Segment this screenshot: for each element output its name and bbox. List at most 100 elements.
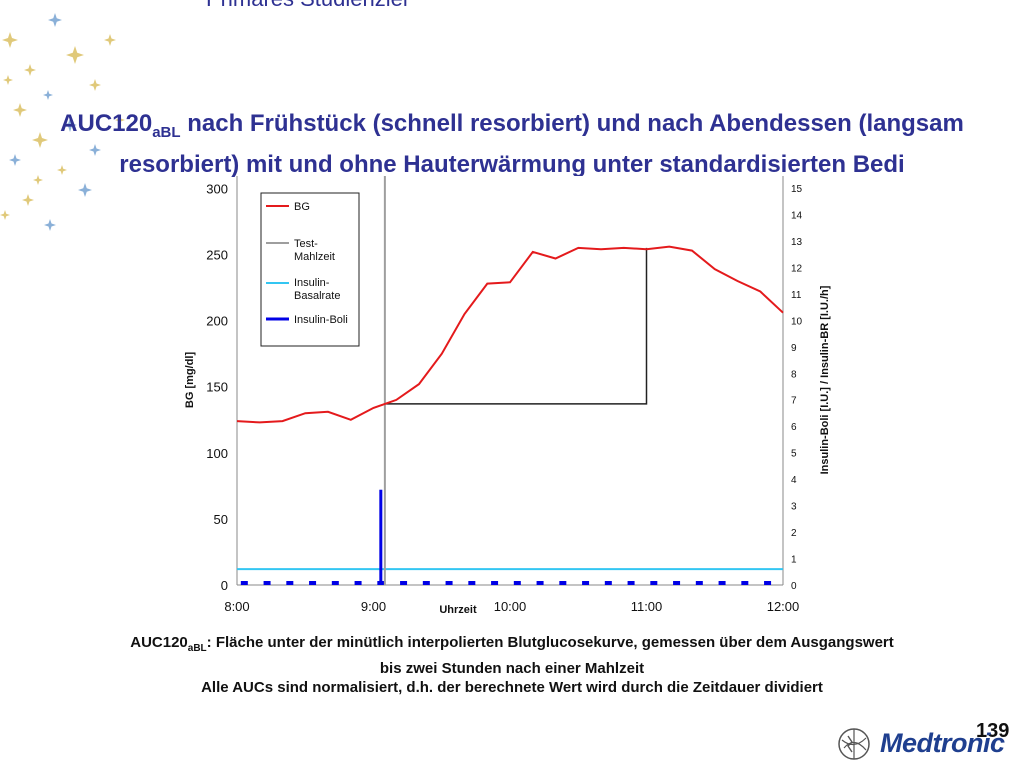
decorative-star-pattern xyxy=(0,13,125,231)
y2-tick-label: 12 xyxy=(791,263,803,274)
legend-insulin-basalrate: Insulin- Basalrate xyxy=(294,277,340,302)
y2-tick-label: 5 xyxy=(791,449,797,460)
y2-axis-label: Insulin-Boli [I.U.] / Insulin-BR [I.U./h… xyxy=(819,285,831,474)
slide-title: Primäres Studienziel xyxy=(206,0,408,12)
legend-test-mahlzeit: Test- Mahlzeit xyxy=(294,238,335,263)
medtronic-logo: Medtronic xyxy=(836,726,1020,762)
bolus-marker xyxy=(491,581,499,585)
bolus-marker xyxy=(559,581,567,585)
y2-tick-label: 3 xyxy=(791,502,797,513)
x-tick-label: 9:00 xyxy=(361,599,386,614)
legend-test-mahlzeit-line2: Mahlzeit xyxy=(294,251,335,263)
star-icon xyxy=(0,210,10,220)
bolus-bar xyxy=(379,489,383,585)
bolus-marker xyxy=(764,581,772,585)
legend-insulin-basalrate-line1: Insulin- xyxy=(294,277,330,289)
auc-region-outline xyxy=(384,247,648,405)
star-icon xyxy=(57,165,67,175)
y-tick-label: 250 xyxy=(206,248,228,263)
y2-tick-label: 7 xyxy=(791,396,797,407)
bolus-marker xyxy=(536,581,544,585)
y-axis-label: BG [mg/dl] xyxy=(184,352,196,409)
star-icon xyxy=(22,194,34,206)
bolus-marker xyxy=(331,581,339,585)
y2-tick-label: 10 xyxy=(791,316,803,327)
y2-tick-label: 15 xyxy=(791,184,803,195)
star-icon xyxy=(78,183,92,197)
y2-tick-label: 13 xyxy=(791,237,803,248)
star-icon xyxy=(104,34,116,46)
page-number: 139 xyxy=(976,720,1010,742)
y-tick-label: 100 xyxy=(206,446,228,461)
footnote-line1-continued: bis zwei Stunden nach einer Mahlzeit xyxy=(379,660,645,677)
y2-tick-label: 9 xyxy=(791,343,797,354)
star-icon xyxy=(32,132,48,148)
y-tick-label: 50 xyxy=(214,512,228,527)
heading-subscript: aBL xyxy=(152,123,181,141)
bolus-marker xyxy=(582,581,590,585)
bolus-marker xyxy=(263,581,271,585)
heading-text: nach Frühstück (schnell resorbiert) und … xyxy=(119,110,964,178)
x-tick-label: 11:00 xyxy=(631,599,663,614)
x-axis-label: Uhrzeit xyxy=(439,604,477,616)
bolus-marker xyxy=(240,581,248,585)
logo-text: Medtronic xyxy=(880,728,1005,758)
legend-insulin-boli: Insulin-Boli xyxy=(294,314,348,326)
series-insulin-boli xyxy=(240,489,772,585)
y2-tick-label: 11 xyxy=(791,290,802,301)
legend: BG Test- Mahlzeit Insulin- Basalrate Ins… xyxy=(260,192,360,347)
star-icon xyxy=(66,46,84,64)
bolus-marker xyxy=(286,581,294,585)
bolus-marker xyxy=(468,581,476,585)
y2-tick-label: 2 xyxy=(791,528,797,539)
bolus-marker xyxy=(718,581,726,585)
star-icon xyxy=(48,13,62,27)
x-tick-label: 12:00 xyxy=(767,599,800,614)
star-icon xyxy=(43,90,53,100)
star-icon xyxy=(89,79,101,91)
y2-tick-label: 14 xyxy=(791,210,803,221)
bolus-marker xyxy=(309,581,317,585)
star-icon xyxy=(115,115,125,125)
heading-prefix: AUC120 xyxy=(60,110,153,137)
logo-globe-icon xyxy=(838,728,870,760)
star-icon xyxy=(63,118,77,132)
legend-test-mahlzeit-line1: Test- xyxy=(294,238,318,250)
footnote-normalization: Alle AUCs sind normalisiert, d.h. der be… xyxy=(201,679,823,696)
star-icon xyxy=(9,154,21,166)
chart-heading: AUC120aBL nach Frühstück (schnell resorb… xyxy=(40,108,984,181)
star-icon xyxy=(89,144,101,156)
star-icon xyxy=(13,103,27,117)
bolus-marker xyxy=(650,581,658,585)
y-tick-label: 300 xyxy=(206,181,228,196)
bolus-marker xyxy=(445,581,453,585)
x-tick-labels: 8:00 9:00 10:00 11:00 12:00 xyxy=(224,599,799,614)
y-tick-labels: 0 50 100 150 200 250 300 xyxy=(206,181,228,593)
bolus-marker xyxy=(400,581,408,585)
bolus-marker xyxy=(627,581,635,585)
y-tick-label: 0 xyxy=(221,578,228,593)
footnote-prefix: AUC120 xyxy=(130,634,188,651)
bolus-marker xyxy=(354,581,362,585)
x-tick-label: 10:00 xyxy=(494,599,527,614)
bolus-marker xyxy=(695,581,703,585)
y2-tick-label: 8 xyxy=(791,369,797,380)
x-tick-label: 8:00 xyxy=(224,599,249,614)
y-tick-label: 150 xyxy=(206,380,228,395)
bolus-marker xyxy=(604,581,612,585)
footnote-definition: AUC120aBL: Fläche unter der minütlich in… xyxy=(40,633,984,679)
star-icon xyxy=(44,219,56,231)
y2-tick-label: 1 xyxy=(791,555,797,566)
star-icon xyxy=(2,32,18,48)
bolus-marker xyxy=(741,581,749,585)
bolus-marker xyxy=(673,581,681,585)
y-tick-label: 200 xyxy=(206,314,228,329)
legend-bg: BG xyxy=(294,201,310,213)
bolus-marker xyxy=(422,581,430,585)
star-icon xyxy=(24,64,36,76)
star-icon xyxy=(33,175,43,185)
bolus-marker xyxy=(513,581,521,585)
y2-tick-label: 6 xyxy=(791,422,797,433)
